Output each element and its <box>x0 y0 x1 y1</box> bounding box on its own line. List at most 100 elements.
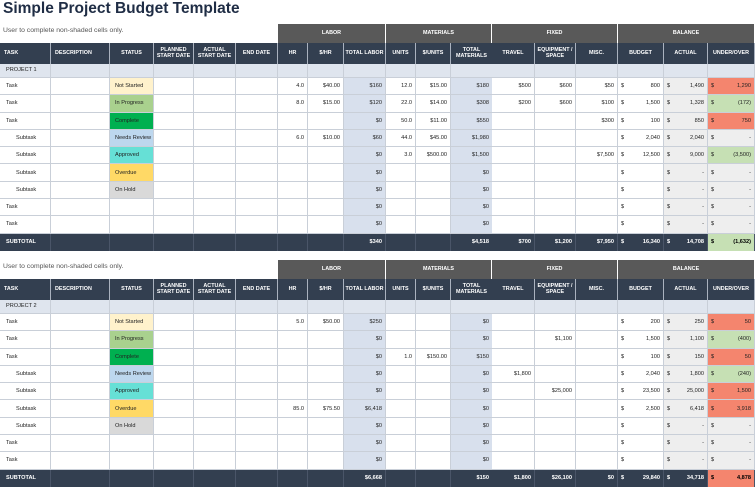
units-cell[interactable]: 12.0 <box>386 78 416 96</box>
description-cell[interactable] <box>51 417 110 436</box>
budget-cell[interactable]: $ <box>618 181 664 200</box>
equipment-cell[interactable] <box>535 216 576 234</box>
status-cell[interactable]: Overdue <box>110 400 154 418</box>
unit-cost-cell[interactable]: $14.00 <box>416 95 451 113</box>
description-cell[interactable] <box>51 365 110 384</box>
unit-cost-cell[interactable]: $500.00 <box>416 147 451 165</box>
planned-start-cell[interactable] <box>154 348 194 366</box>
units-cell[interactable] <box>386 199 416 217</box>
hours-cell[interactable] <box>278 164 308 182</box>
units-cell[interactable]: 22.0 <box>386 95 416 113</box>
hours-cell[interactable] <box>278 112 308 130</box>
project-name[interactable]: PROJECT 2 <box>0 300 51 314</box>
travel-cell[interactable] <box>492 147 535 165</box>
units-cell[interactable] <box>386 216 416 234</box>
status-cell[interactable]: Not Started <box>110 314 154 332</box>
description-cell[interactable] <box>51 400 110 418</box>
unit-cost-cell[interactable] <box>416 365 451 384</box>
actual-start-cell[interactable] <box>194 78 236 96</box>
travel-cell[interactable] <box>492 383 535 401</box>
actual-start-cell[interactable] <box>194 331 236 349</box>
task-name[interactable]: Task <box>0 95 51 113</box>
budget-cell[interactable]: $23,500 <box>618 383 664 401</box>
rate-cell[interactable] <box>308 383 344 401</box>
hours-cell[interactable] <box>278 417 308 436</box>
travel-cell[interactable] <box>492 314 535 332</box>
unit-cost-cell[interactable] <box>416 452 451 470</box>
planned-start-cell[interactable] <box>154 112 194 130</box>
task-name[interactable]: Task <box>0 435 51 453</box>
end-date-cell[interactable] <box>236 164 278 182</box>
actual-start-cell[interactable] <box>194 181 236 200</box>
actual-start-cell[interactable] <box>194 216 236 234</box>
misc-cell[interactable]: $50 <box>576 78 618 96</box>
equipment-cell[interactable] <box>535 365 576 384</box>
end-date-cell[interactable] <box>236 216 278 234</box>
end-date-cell[interactable] <box>236 78 278 96</box>
actual-start-cell[interactable] <box>194 383 236 401</box>
actual-start-cell[interactable] <box>194 452 236 470</box>
actual-start-cell[interactable] <box>194 435 236 453</box>
description-cell[interactable] <box>51 314 110 332</box>
equipment-cell[interactable] <box>535 112 576 130</box>
equipment-cell[interactable]: $600 <box>535 95 576 113</box>
planned-start-cell[interactable] <box>154 164 194 182</box>
status-cell[interactable] <box>110 435 154 453</box>
misc-cell[interactable] <box>576 348 618 366</box>
hours-cell[interactable]: 5.0 <box>278 314 308 332</box>
status-cell[interactable]: Overdue <box>110 164 154 182</box>
units-cell[interactable] <box>386 400 416 418</box>
planned-start-cell[interactable] <box>154 147 194 165</box>
task-name[interactable]: Task <box>0 199 51 217</box>
task-name[interactable]: Task <box>0 452 51 470</box>
status-cell[interactable]: In Progress <box>110 331 154 349</box>
actual-start-cell[interactable] <box>194 112 236 130</box>
misc-cell[interactable] <box>576 216 618 234</box>
end-date-cell[interactable] <box>236 129 278 148</box>
end-date-cell[interactable] <box>236 112 278 130</box>
hours-cell[interactable]: 6.0 <box>278 129 308 148</box>
budget-cell[interactable]: $ <box>618 452 664 470</box>
misc-cell[interactable] <box>576 435 618 453</box>
planned-start-cell[interactable] <box>154 400 194 418</box>
end-date-cell[interactable] <box>236 435 278 453</box>
planned-start-cell[interactable] <box>154 95 194 113</box>
subtask-name[interactable]: Subtask <box>0 164 51 182</box>
actual-start-cell[interactable] <box>194 365 236 384</box>
hours-cell[interactable] <box>278 199 308 217</box>
description-cell[interactable] <box>51 129 110 148</box>
unit-cost-cell[interactable] <box>416 400 451 418</box>
unit-cost-cell[interactable]: $45.00 <box>416 129 451 148</box>
equipment-cell[interactable] <box>535 435 576 453</box>
misc-cell[interactable] <box>576 400 618 418</box>
misc-cell[interactable] <box>576 129 618 148</box>
subtask-name[interactable]: Subtask <box>0 181 51 200</box>
actual-start-cell[interactable] <box>194 95 236 113</box>
equipment-cell[interactable]: $600 <box>535 78 576 96</box>
unit-cost-cell[interactable] <box>416 314 451 332</box>
rate-cell[interactable]: $40.00 <box>308 78 344 96</box>
misc-cell[interactable] <box>576 331 618 349</box>
misc-cell[interactable] <box>576 199 618 217</box>
planned-start-cell[interactable] <box>154 452 194 470</box>
units-cell[interactable]: 50.0 <box>386 112 416 130</box>
rate-cell[interactable] <box>308 435 344 453</box>
end-date-cell[interactable] <box>236 199 278 217</box>
travel-cell[interactable]: $1,800 <box>492 365 535 384</box>
budget-cell[interactable]: $2,500 <box>618 400 664 418</box>
status-cell[interactable] <box>110 216 154 234</box>
actual-start-cell[interactable] <box>194 129 236 148</box>
hours-cell[interactable]: 85.0 <box>278 400 308 418</box>
status-cell[interactable] <box>110 452 154 470</box>
equipment-cell[interactable] <box>535 164 576 182</box>
rate-cell[interactable] <box>308 181 344 200</box>
rate-cell[interactable]: $10.00 <box>308 129 344 148</box>
units-cell[interactable]: 3.0 <box>386 147 416 165</box>
planned-start-cell[interactable] <box>154 199 194 217</box>
misc-cell[interactable] <box>576 365 618 384</box>
equipment-cell[interactable] <box>535 199 576 217</box>
planned-start-cell[interactable] <box>154 365 194 384</box>
status-cell[interactable]: Approved <box>110 147 154 165</box>
unit-cost-cell[interactable]: $150.00 <box>416 348 451 366</box>
description-cell[interactable] <box>51 199 110 217</box>
